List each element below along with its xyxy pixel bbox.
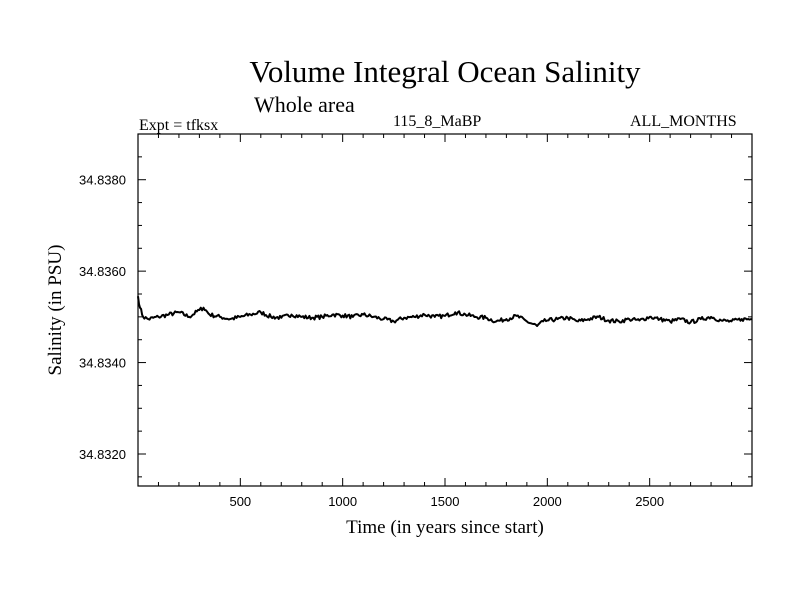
months-label: ALL_MONTHS (630, 113, 737, 130)
plot-frame (137, 133, 753, 487)
y-tick-label: 34.8320 (79, 447, 126, 462)
x-tick-label: 500 (229, 494, 251, 509)
experiment-label: Expt = tfksx (139, 117, 219, 134)
y-tick-label: 34.8360 (79, 264, 126, 279)
run-label: 115_8_MaBP (393, 113, 482, 130)
y-tick-label: 34.8380 (79, 173, 126, 188)
chart-title: Volume Integral Ocean Salinity (249, 54, 641, 89)
y-tick-label: 34.8340 (79, 356, 126, 371)
chart-subtitle: Whole area (254, 92, 355, 117)
y-axis-label: Salinity (in PSU) (45, 245, 66, 376)
salinity-series-line (137, 296, 753, 327)
x-tick-label: 2500 (635, 494, 664, 509)
x-tick-label: 1500 (431, 494, 460, 509)
x-tick-label: 1000 (328, 494, 357, 509)
axis-tick-labels: 500 1000 1500 2000 2500 34.8320 34.8340 34.8360… (79, 173, 664, 509)
x-axis-label: Time (in years since start) (346, 517, 544, 538)
x-tick-label: 2000 (533, 494, 562, 509)
axis-ticks (138, 133, 752, 486)
